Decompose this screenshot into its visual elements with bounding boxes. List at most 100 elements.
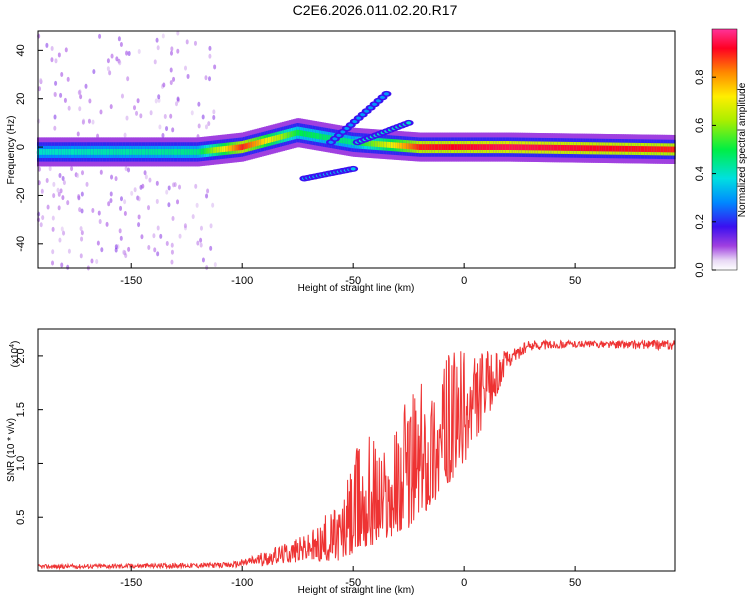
spectrogram-noise-cell (124, 166, 128, 172)
snr-x-tick-label: 0 (461, 577, 467, 589)
spectrogram-noise-cell (80, 236, 84, 242)
spectrogram-cell (452, 144, 456, 150)
spectrogram-cell (106, 149, 110, 155)
snr-y-label: SNR (10 * v/v) (6, 418, 17, 482)
spectrogram-cell (187, 149, 191, 155)
spectrogram-noise-cell (137, 214, 141, 220)
snr-y-tick-label: 0.5 (15, 510, 27, 525)
spectrogram-cell (271, 136, 275, 143)
spectrogram-noise-cell (122, 249, 126, 255)
spectrogram-cell (116, 149, 120, 155)
spectrogram-cell (535, 144, 539, 151)
spectrogram-noise-cell (185, 39, 189, 45)
spectrogram-panel: -150 -100 -50 0 50 40 20 0 -20 -40 Height of str… (6, 30, 676, 294)
spectrogram-noise-cell (51, 226, 55, 232)
spectrogram-noise-cell (37, 86, 41, 92)
spectrogram-noise-cell (148, 177, 152, 183)
spectrogram-noise-cell (194, 183, 198, 189)
spectrogram-cell (401, 142, 404, 149)
spectrogram-noise-cell (85, 181, 89, 187)
spectrogram-cell (113, 149, 117, 155)
spectrogram-noise-cell (61, 195, 65, 201)
spectrogram-cell (212, 147, 216, 154)
spectrogram-cell (285, 132, 289, 139)
spectrogram-noise-cell (197, 123, 201, 129)
spectrogram-cell (477, 144, 481, 150)
spectrogram-noise-cell (123, 199, 127, 205)
spectrogram-cell (143, 149, 147, 155)
spectrogram-cell (115, 149, 119, 155)
spectrogram-cell (493, 144, 497, 150)
spectrogram-cell (443, 144, 447, 150)
spectrogram-noise-cell (178, 233, 182, 239)
spectrogram-cell (367, 140, 371, 147)
spectrogram-noise-cell (110, 174, 114, 180)
spectrogram-cell (475, 144, 479, 150)
spectrogram-branch-core (332, 137, 338, 141)
spectrogram-cell (635, 146, 639, 152)
spectrogram-cell (184, 149, 188, 155)
spectrogram-noise-cell (119, 196, 123, 202)
spectrogram-cell (54, 149, 58, 155)
spectrogram-cell (393, 142, 397, 149)
spectrogram-cell (102, 149, 106, 155)
spectrogram-cell (198, 148, 202, 155)
spectrogram-noise-cell (53, 125, 57, 131)
colorbar-tick-label: 0.8 (694, 70, 706, 85)
spectrogram-cell (134, 149, 138, 155)
spectrogram-cell (226, 145, 230, 152)
spectrogram-cell (118, 149, 122, 155)
spectrogram-noise-cell (165, 241, 169, 247)
spectrogram-cell (640, 146, 644, 152)
spectrogram-cell (147, 149, 151, 155)
spectrogram-cell (649, 146, 653, 153)
spectrogram-noise-cell (169, 80, 173, 86)
spectrogram-cell (512, 144, 516, 151)
spectrogram-cell (161, 149, 165, 155)
spectrogram-cell (425, 144, 429, 150)
spectrogram-noise-cell (156, 225, 160, 231)
snr-x-tick-label: -150 (120, 577, 142, 589)
spectrogram-noise-cell (119, 205, 123, 211)
spectrogram-noise-cell (167, 185, 171, 191)
snr-series-line (37, 338, 676, 571)
spectrogram-cell (575, 145, 579, 151)
spectrogram-cell (612, 145, 616, 152)
spectrogram-cell (345, 138, 349, 145)
spectrogram-cell (306, 131, 310, 138)
snr-frame (37, 328, 676, 572)
spectrogram-cell (562, 144, 566, 151)
spectrogram-cell (619, 145, 623, 152)
spectrogram-cell (61, 149, 65, 155)
spectrogram-noise-cell (171, 127, 175, 133)
chart-title: C2E6.2026.011.02.20.R17 (293, 2, 458, 18)
spectrogram-noise-cell (169, 67, 173, 73)
spectrogram-cell (230, 145, 234, 152)
spectrogram-cell (255, 140, 259, 147)
spectrogram-cell (654, 146, 658, 153)
spectrogram-cell (614, 145, 618, 152)
spectrogram-noise-cell (136, 98, 140, 104)
spectrogram-cell (38, 149, 42, 155)
spectrogram-cell (207, 147, 211, 154)
spectrogram-cell (132, 149, 136, 155)
spectrogram-cell (459, 144, 463, 150)
spectrogram-noise-cell (176, 96, 180, 102)
spectrogram-cell (301, 130, 305, 137)
spectrogram-cell (550, 144, 554, 151)
spectrogram-cell (202, 148, 206, 155)
spectrogram-cell (662, 146, 666, 153)
spectrogram-noise-cell (118, 228, 122, 234)
spectrogram-cell (383, 141, 387, 148)
spectrogram-noise-cell (144, 174, 148, 180)
spectrogram-cell (189, 149, 193, 155)
spectrogram-noise-cell (165, 189, 169, 195)
spectrogram-noise-cell (76, 131, 80, 137)
spectrogram-cell (521, 144, 525, 151)
spectrogram-cell (450, 144, 454, 150)
spectrogram-noise-cell (109, 191, 113, 197)
spectrogram-cell (138, 149, 142, 155)
spectrogram-noise-cell (161, 33, 165, 39)
spectrogram-cell (424, 144, 428, 150)
spectrogram-cell (548, 144, 552, 151)
